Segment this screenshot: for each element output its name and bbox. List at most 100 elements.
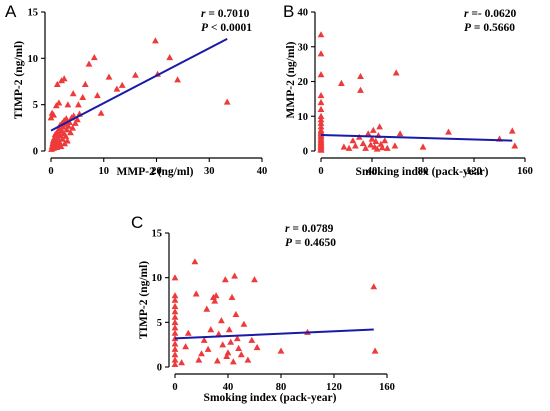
panel-c-data-point (171, 296, 179, 303)
panel-c-data-point (253, 343, 261, 351)
panel-b-data-point (367, 141, 375, 148)
panel-a-data-point (97, 109, 105, 116)
panel-b-data-point (376, 123, 383, 130)
panel-a-p-stat: P < 0.0001 (201, 22, 252, 34)
panel-a-x-tick-label: 10 (99, 166, 110, 177)
panel-a-y-tick-label: 15 (28, 8, 39, 19)
panel-c-data-point (184, 329, 192, 336)
panel-a-data-point (152, 37, 159, 44)
panel-b-letter: B (283, 2, 294, 21)
panel-c-data-point (244, 356, 252, 363)
panel-b-data-point (317, 71, 325, 78)
panel-b-x-tick-label: 120 (466, 166, 482, 177)
panel-a-y-tick-label: 10 (28, 54, 39, 65)
panel-c-data-point (225, 326, 233, 333)
panel-c-data-point (207, 326, 215, 333)
panel-c-r-value: = 0.0789 (289, 223, 333, 235)
panel-a-x-tick-label: 20 (151, 166, 162, 177)
panel-a-x-axis-title: MMP-2 (ng/ml) (117, 166, 194, 178)
panel-c-data-point (200, 336, 208, 343)
panel-a-x-tick-label: 40 (257, 166, 268, 177)
panel-b-data-point (445, 128, 452, 135)
panel-a-data-point (69, 124, 76, 131)
panel-b-data-point (364, 130, 372, 137)
panel-c-data-point (211, 297, 219, 304)
panel-c-y-axis-title: TIMP-2 (ng/ml) (138, 261, 150, 339)
panel-c-data-point (171, 351, 179, 358)
panel-a: A TIMP-2 (ng/ml) MMP-2 (ng/ml) r = 0.701… (5, 2, 267, 178)
panel-a-y-tick-label: 0 (33, 147, 38, 158)
panel-b-data-point (317, 146, 325, 153)
panel-b-r-stat: r =- 0.0620 (464, 8, 516, 20)
panel-c-data-point (370, 283, 378, 290)
panel-c-y-tick-label: 5 (157, 318, 162, 329)
panel-a-data-point (105, 73, 113, 80)
panel-c-p-label: P (285, 237, 293, 249)
panel-c-data-point (198, 350, 205, 357)
panel-a-data-point (166, 54, 174, 61)
panel-b-p-label: P (464, 22, 472, 34)
panel-b-data-point (317, 92, 325, 99)
panel-c-x-axis-title: Smoking index (pack-year) (204, 392, 337, 404)
panel-b-data-point (340, 143, 348, 150)
panel-a-data-point (79, 93, 87, 100)
panel-c-data-point (171, 345, 179, 352)
panel-b-data-point (345, 144, 353, 151)
panel-c-data-point (218, 317, 225, 324)
panel-b-data-point (369, 126, 377, 133)
panel-c-data-point (171, 329, 179, 336)
panel-b-data-point (511, 142, 519, 149)
panel-c-data-point (171, 324, 179, 331)
panel-c-data-point (248, 336, 256, 343)
panel-b-x-tick-label: 40 (367, 166, 378, 177)
panel-c-r-stat: r = 0.0789 (285, 223, 334, 235)
panel-a-r-stat: r = 0.7010 (201, 8, 250, 20)
panel-a-data-point (64, 101, 72, 108)
panel-a-x-tick-label: 30 (204, 166, 215, 177)
panel-b-data-point (357, 72, 364, 79)
panel-a-data-point (69, 90, 77, 97)
panel-c-data-point (214, 357, 221, 364)
panel-b-x-axis-title: Smoking index (pack-year) (356, 166, 489, 178)
panel-c-data-point (221, 276, 229, 283)
panel-a-data-point (60, 75, 68, 82)
panel-b-data-point (317, 105, 325, 112)
panel-b-data-point (317, 112, 325, 119)
panel-b-r-value: =- 0.0620 (468, 8, 516, 20)
panel-a-data-point (71, 119, 79, 126)
panel-c-data-point (192, 290, 200, 297)
panel-a-p-label: P (201, 22, 209, 34)
panel-c-plot-area: 0 5 10 15 0 40 80 120 160 (152, 229, 395, 394)
panel-b-data-point (391, 142, 399, 149)
panel-a-r-value: = 0.7010 (205, 8, 249, 20)
panel-b-data-point (317, 31, 325, 38)
panel-c-data-point (240, 320, 248, 327)
panel-c-r-label: r (285, 223, 290, 235)
panel-b-data-point (392, 69, 400, 76)
panel-a-data-point (62, 115, 70, 122)
panel-b-x-tick-label: 160 (517, 166, 533, 177)
panel-c-data-point (195, 356, 203, 363)
panel-a-plot-area: 0 5 10 15 0 10 20 30 40 (28, 8, 268, 178)
panel-b-data-point (352, 142, 359, 149)
panel-a-data-point (65, 122, 72, 129)
panel-a-data-point (62, 132, 70, 139)
panel-c-data-point (231, 272, 238, 279)
panel-c-data-point (171, 274, 179, 281)
panel-c-data-point (232, 310, 240, 317)
panel-c-x-tick-label: 160 (379, 382, 395, 393)
panel-c-data-point (171, 292, 179, 299)
panel-b-y-tick-label: 20 (298, 77, 309, 88)
panel-c-data-point (191, 258, 199, 265)
panel-b-data-point (359, 140, 367, 147)
panel-b: B MMP-2 (ng/ml) Smoking index (pack-year… (283, 2, 533, 178)
panel-c-data-point (204, 345, 212, 352)
panel-a-data-point (57, 143, 65, 150)
panel-a-y-tick-label: 5 (33, 100, 38, 111)
panel-b-data-point (396, 130, 404, 137)
panel-b-data-point (362, 144, 369, 151)
panel-c-data-point (203, 305, 211, 312)
panel-c-data-point (171, 308, 179, 315)
panel-c-letter: C (131, 213, 143, 232)
